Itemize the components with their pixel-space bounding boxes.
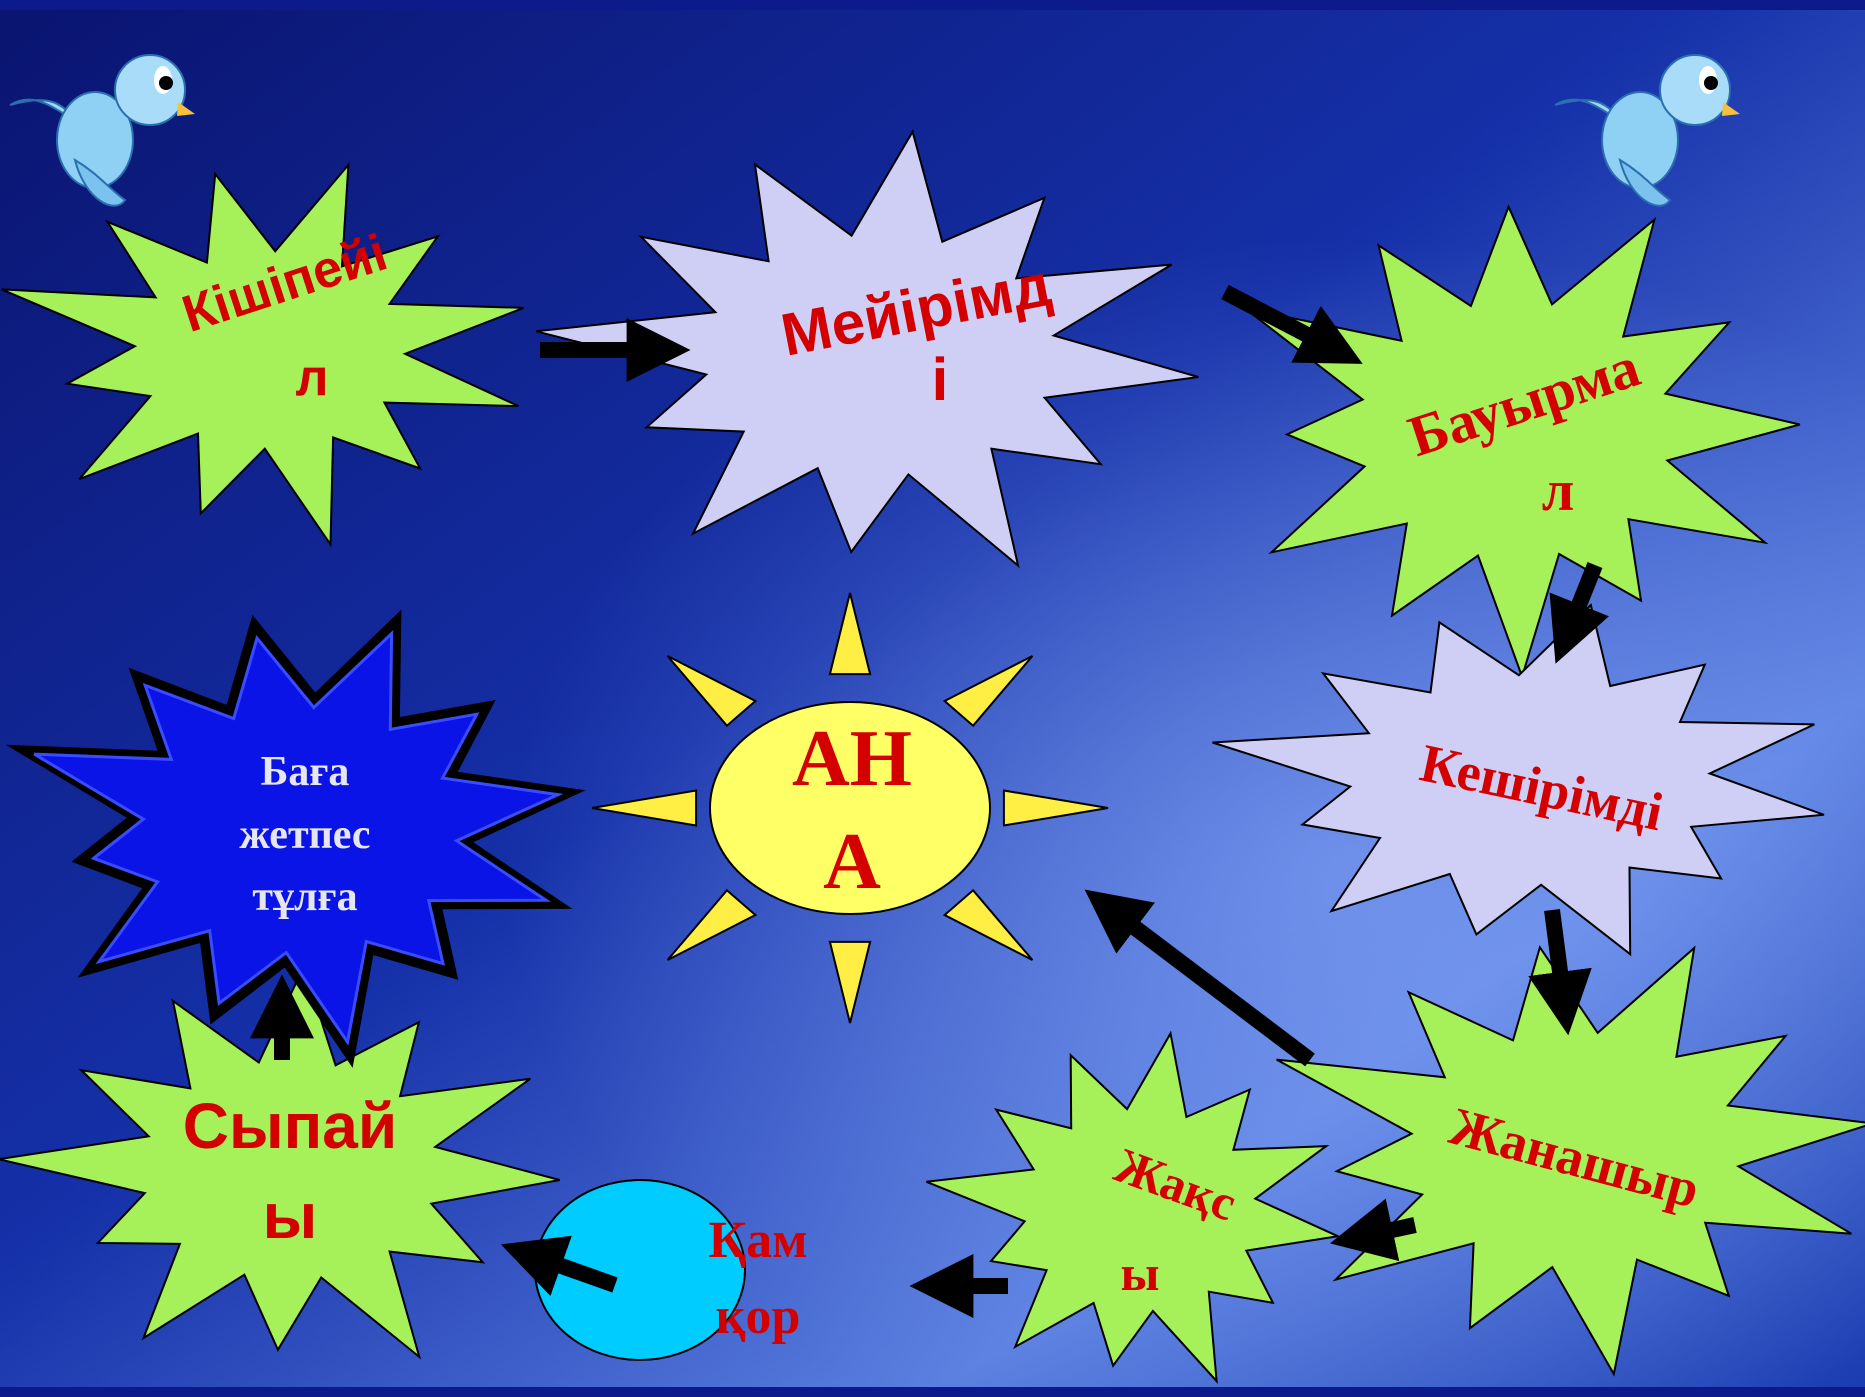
label-zhaksy-2: ы	[1120, 1245, 1159, 1301]
center-label-1: АН	[792, 715, 912, 803]
label-sypayy-2: ы	[263, 1180, 318, 1252]
center-label-2: А	[823, 818, 881, 906]
burst-meyirimdi	[535, 129, 1199, 569]
label-bauyrmal-2: л	[1542, 458, 1575, 523]
top-border	[0, 0, 1865, 10]
sun	[591, 592, 1109, 1024]
label-meyirimdi-2: і	[932, 346, 949, 413]
sun-ray	[1002, 789, 1109, 827]
sun-ray	[828, 940, 872, 1024]
burst-sypayy	[0, 963, 560, 1360]
sun-ray	[942, 888, 1034, 961]
burst-baga-zhetpes	[33, 630, 564, 1046]
bird-icon	[1554, 54, 1740, 207]
arrows	[250, 284, 1609, 1318]
sun-ray	[666, 655, 758, 728]
sun-core	[709, 701, 991, 915]
arrow-zhanashyr-to-zhaksy	[1329, 1198, 1417, 1262]
sun-rays	[591, 592, 1109, 1024]
arrow-kamkor-to-sypayy	[500, 1235, 618, 1297]
label-baga-1: Баға	[261, 749, 350, 795]
burst-zhanashyr	[1276, 944, 1865, 1377]
sun-ray	[828, 592, 872, 676]
bubble-label-1: Қам	[708, 1212, 807, 1269]
label-sypayy-1: Сыпай	[183, 1090, 397, 1162]
burst-kishipeyil	[1, 161, 524, 548]
label-baga-2: жетпес	[239, 812, 370, 858]
label-baga-3: тұлға	[252, 874, 357, 920]
bottom-border	[0, 1387, 1865, 1397]
arrow-bauyrmal-to-keshirimdi	[1549, 562, 1609, 664]
sun-ray	[666, 888, 758, 961]
arrow-keshirimdi-to-zhanashyr	[1528, 908, 1592, 1036]
arrow-to-ana	[1084, 889, 1315, 1067]
burst-zhaksy	[926, 1030, 1342, 1384]
sun-ray	[942, 655, 1034, 728]
bubble-label-2: қор	[716, 1288, 801, 1345]
label-kishipeyil-2: л	[295, 349, 328, 407]
arrow-meyirimdi-to-bauyrmal	[1221, 284, 1363, 364]
sun-ray	[591, 789, 698, 827]
bird-icon	[9, 54, 195, 207]
burst-keshirimdi	[1212, 603, 1825, 957]
